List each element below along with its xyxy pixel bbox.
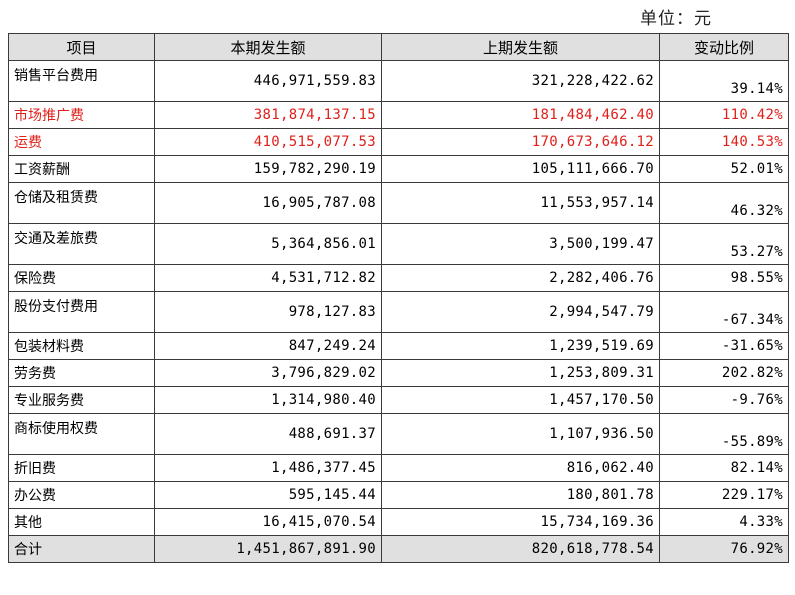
row-change: 140.53% <box>659 128 789 156</box>
row-previous: 181,484,462.40 <box>381 101 660 129</box>
row-previous: 816,062.40 <box>381 454 660 482</box>
row-change: 110.42% <box>659 101 789 129</box>
row-previous: 1,107,936.50 <box>381 413 660 455</box>
row-change: 229.17% <box>659 481 789 509</box>
row-item: 市场推广费 <box>8 101 155 129</box>
table-row: 商标使用权费 488,691.37 1,107,936.50 -55.89% <box>8 413 789 455</box>
row-change: -67.34% <box>659 291 789 333</box>
row-current: 381,874,137.15 <box>154 101 382 129</box>
row-item: 包装材料费 <box>8 332 155 360</box>
table-row: 市场推广费 381,874,137.15 181,484,462.40 110.… <box>8 101 789 129</box>
row-item: 其他 <box>8 508 155 536</box>
row-item: 专业服务费 <box>8 386 155 414</box>
row-item: 办公费 <box>8 481 155 509</box>
row-change: 4.33% <box>659 508 789 536</box>
row-current: 1,314,980.40 <box>154 386 382 414</box>
row-previous: 1,457,170.50 <box>381 386 660 414</box>
table-row: 交通及差旅费 5,364,856.01 3,500,199.47 53.27% <box>8 223 789 265</box>
row-change: 82.14% <box>659 454 789 482</box>
row-previous: 1,253,809.31 <box>381 359 660 387</box>
table-row: 保险费 4,531,712.82 2,282,406.76 98.55% <box>8 264 789 292</box>
row-change: -9.76% <box>659 386 789 414</box>
row-previous: 180,801.78 <box>381 481 660 509</box>
row-previous: 2,282,406.76 <box>381 264 660 292</box>
header-change-ratio: 变动比例 <box>659 33 789 61</box>
table-row: 销售平台费用 446,971,559.83 321,228,422.62 39.… <box>8 60 789 102</box>
table-row: 其他 16,415,070.54 15,734,169.36 4.33% <box>8 508 789 536</box>
table-row: 仓储及租赁费 16,905,787.08 11,553,957.14 46.32… <box>8 182 789 224</box>
table-row: 劳务费 3,796,829.02 1,253,809.31 202.82% <box>8 359 789 387</box>
row-change: 202.82% <box>659 359 789 387</box>
row-previous: 2,994,547.79 <box>381 291 660 333</box>
row-previous: 11,553,957.14 <box>381 182 660 224</box>
row-change: 53.27% <box>659 223 789 265</box>
table-total-row: 合计 1,451,867,891.90 820,618,778.54 76.92… <box>8 535 789 563</box>
table-row: 折旧费 1,486,377.45 816,062.40 82.14% <box>8 454 789 482</box>
total-previous: 820,618,778.54 <box>381 535 660 563</box>
row-previous: 3,500,199.47 <box>381 223 660 265</box>
row-current: 488,691.37 <box>154 413 382 455</box>
table-row: 专业服务费 1,314,980.40 1,457,170.50 -9.76% <box>8 386 789 414</box>
table-row: 包装材料费 847,249.24 1,239,519.69 -31.65% <box>8 332 789 360</box>
row-previous: 321,228,422.62 <box>381 60 660 102</box>
row-current: 5,364,856.01 <box>154 223 382 265</box>
row-item: 股份支付费用 <box>8 291 155 333</box>
table-row: 工资薪酬 159,782,290.19 105,111,666.70 52.01… <box>8 155 789 183</box>
row-item: 仓储及租赁费 <box>8 182 155 224</box>
table-row: 办公费 595,145.44 180,801.78 229.17% <box>8 481 789 509</box>
total-change: 76.92% <box>659 535 789 563</box>
header-item: 项目 <box>8 33 155 61</box>
row-change: 98.55% <box>659 264 789 292</box>
row-change: 46.32% <box>659 182 789 224</box>
row-current: 16,905,787.08 <box>154 182 382 224</box>
row-current: 4,531,712.82 <box>154 264 382 292</box>
row-current: 410,515,077.53 <box>154 128 382 156</box>
row-item: 劳务费 <box>8 359 155 387</box>
row-item: 商标使用权费 <box>8 413 155 455</box>
row-current: 847,249.24 <box>154 332 382 360</box>
row-previous: 105,111,666.70 <box>381 155 660 183</box>
row-change: 39.14% <box>659 60 789 102</box>
row-change: -31.65% <box>659 332 789 360</box>
row-item: 工资薪酬 <box>8 155 155 183</box>
row-current: 978,127.83 <box>154 291 382 333</box>
row-previous: 15,734,169.36 <box>381 508 660 536</box>
total-current: 1,451,867,891.90 <box>154 535 382 563</box>
selling-expenses-table: 项目 本期发生额 上期发生额 变动比例 销售平台费用 446,971,559.8… <box>8 33 789 563</box>
header-previous-period: 上期发生额 <box>381 33 660 61</box>
total-item: 合计 <box>8 535 155 563</box>
row-item: 折旧费 <box>8 454 155 482</box>
unit-label: 单位：元 <box>640 9 712 29</box>
row-current: 1,486,377.45 <box>154 454 382 482</box>
row-item: 销售平台费用 <box>8 60 155 102</box>
table-header-row: 项目 本期发生额 上期发生额 变动比例 <box>8 33 789 61</box>
row-item: 交通及差旅费 <box>8 223 155 265</box>
header-current-period: 本期发生额 <box>154 33 382 61</box>
table-row: 运费 410,515,077.53 170,673,646.12 140.53% <box>8 128 789 156</box>
row-item: 保险费 <box>8 264 155 292</box>
row-previous: 170,673,646.12 <box>381 128 660 156</box>
row-change: 52.01% <box>659 155 789 183</box>
row-current: 3,796,829.02 <box>154 359 382 387</box>
row-item: 运费 <box>8 128 155 156</box>
row-previous: 1,239,519.69 <box>381 332 660 360</box>
row-current: 159,782,290.19 <box>154 155 382 183</box>
row-current: 446,971,559.83 <box>154 60 382 102</box>
row-current: 595,145.44 <box>154 481 382 509</box>
table-row: 股份支付费用 978,127.83 2,994,547.79 -67.34% <box>8 291 789 333</box>
row-current: 16,415,070.54 <box>154 508 382 536</box>
row-change: -55.89% <box>659 413 789 455</box>
